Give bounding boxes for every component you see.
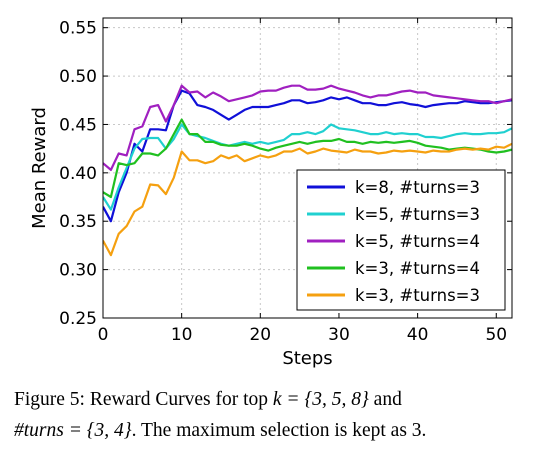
caption-math-turns: #turns = {3, 4} [14, 420, 132, 441]
legend-label: k=3, #turns=3 [355, 286, 480, 305]
plot-frame [102, 17, 513, 319]
x-tick-label: 40 [407, 325, 429, 345]
x-tick-label: 20 [249, 325, 271, 345]
caption-text: and [368, 389, 402, 410]
legend-label: k=5, #turns=3 [355, 205, 480, 224]
series-layer [103, 84, 512, 257]
caption-text: Figure 5: Reward Curves for top [14, 389, 273, 410]
reward-line-chart: 0 10 20 30 40 500.250.300.350.400.450.500.55 … [29, 17, 513, 369]
y-tick-label: 0.35 [59, 212, 97, 232]
series-line-3 [103, 84, 512, 171]
caption-math-k: k = {3, 5, 8} [272, 389, 369, 410]
y-tick-label: 0.40 [59, 164, 97, 184]
x-tick-label: 0 [98, 325, 109, 345]
x-tick-label: 50 [485, 325, 507, 345]
legend: k=8, #turns=3 k=5, #turns=3 k=5, #turns=4 k… [296, 169, 506, 311]
y-tick-label: 0.30 [59, 261, 97, 281]
x-tick-label: 30 [328, 325, 350, 345]
figure-caption: Figure 5: Reward Curves for top k = {3, … [14, 384, 534, 446]
y-tick-label: 0.25 [59, 309, 97, 329]
x-axis-title: Steps [282, 348, 332, 369]
series-line-5 [103, 142, 512, 257]
ticks: 0 10 20 30 40 50 0.25 0.30 0.35 0.40 0.45 0.50 0.55 [59, 18, 512, 345]
series-line-2 [103, 123, 512, 211]
legend-label: k=3, #turns=4 [355, 259, 480, 278]
x-tick-label: 10 [171, 325, 193, 345]
y-tick-label: 0.55 [59, 19, 97, 39]
y-tick-label: 0.50 [59, 67, 97, 87]
legend-label: k=5, #turns=4 [355, 232, 480, 251]
y-tick-label: 0.45 [59, 115, 97, 135]
legend-label: k=8, #turns=3 [355, 178, 480, 197]
y-axis-title: Mean Reward [29, 107, 50, 229]
caption-text: . The maximum selection is kept as 3. [131, 420, 427, 441]
series-line-1 [103, 89, 512, 223]
series-line-4 [103, 118, 512, 199]
